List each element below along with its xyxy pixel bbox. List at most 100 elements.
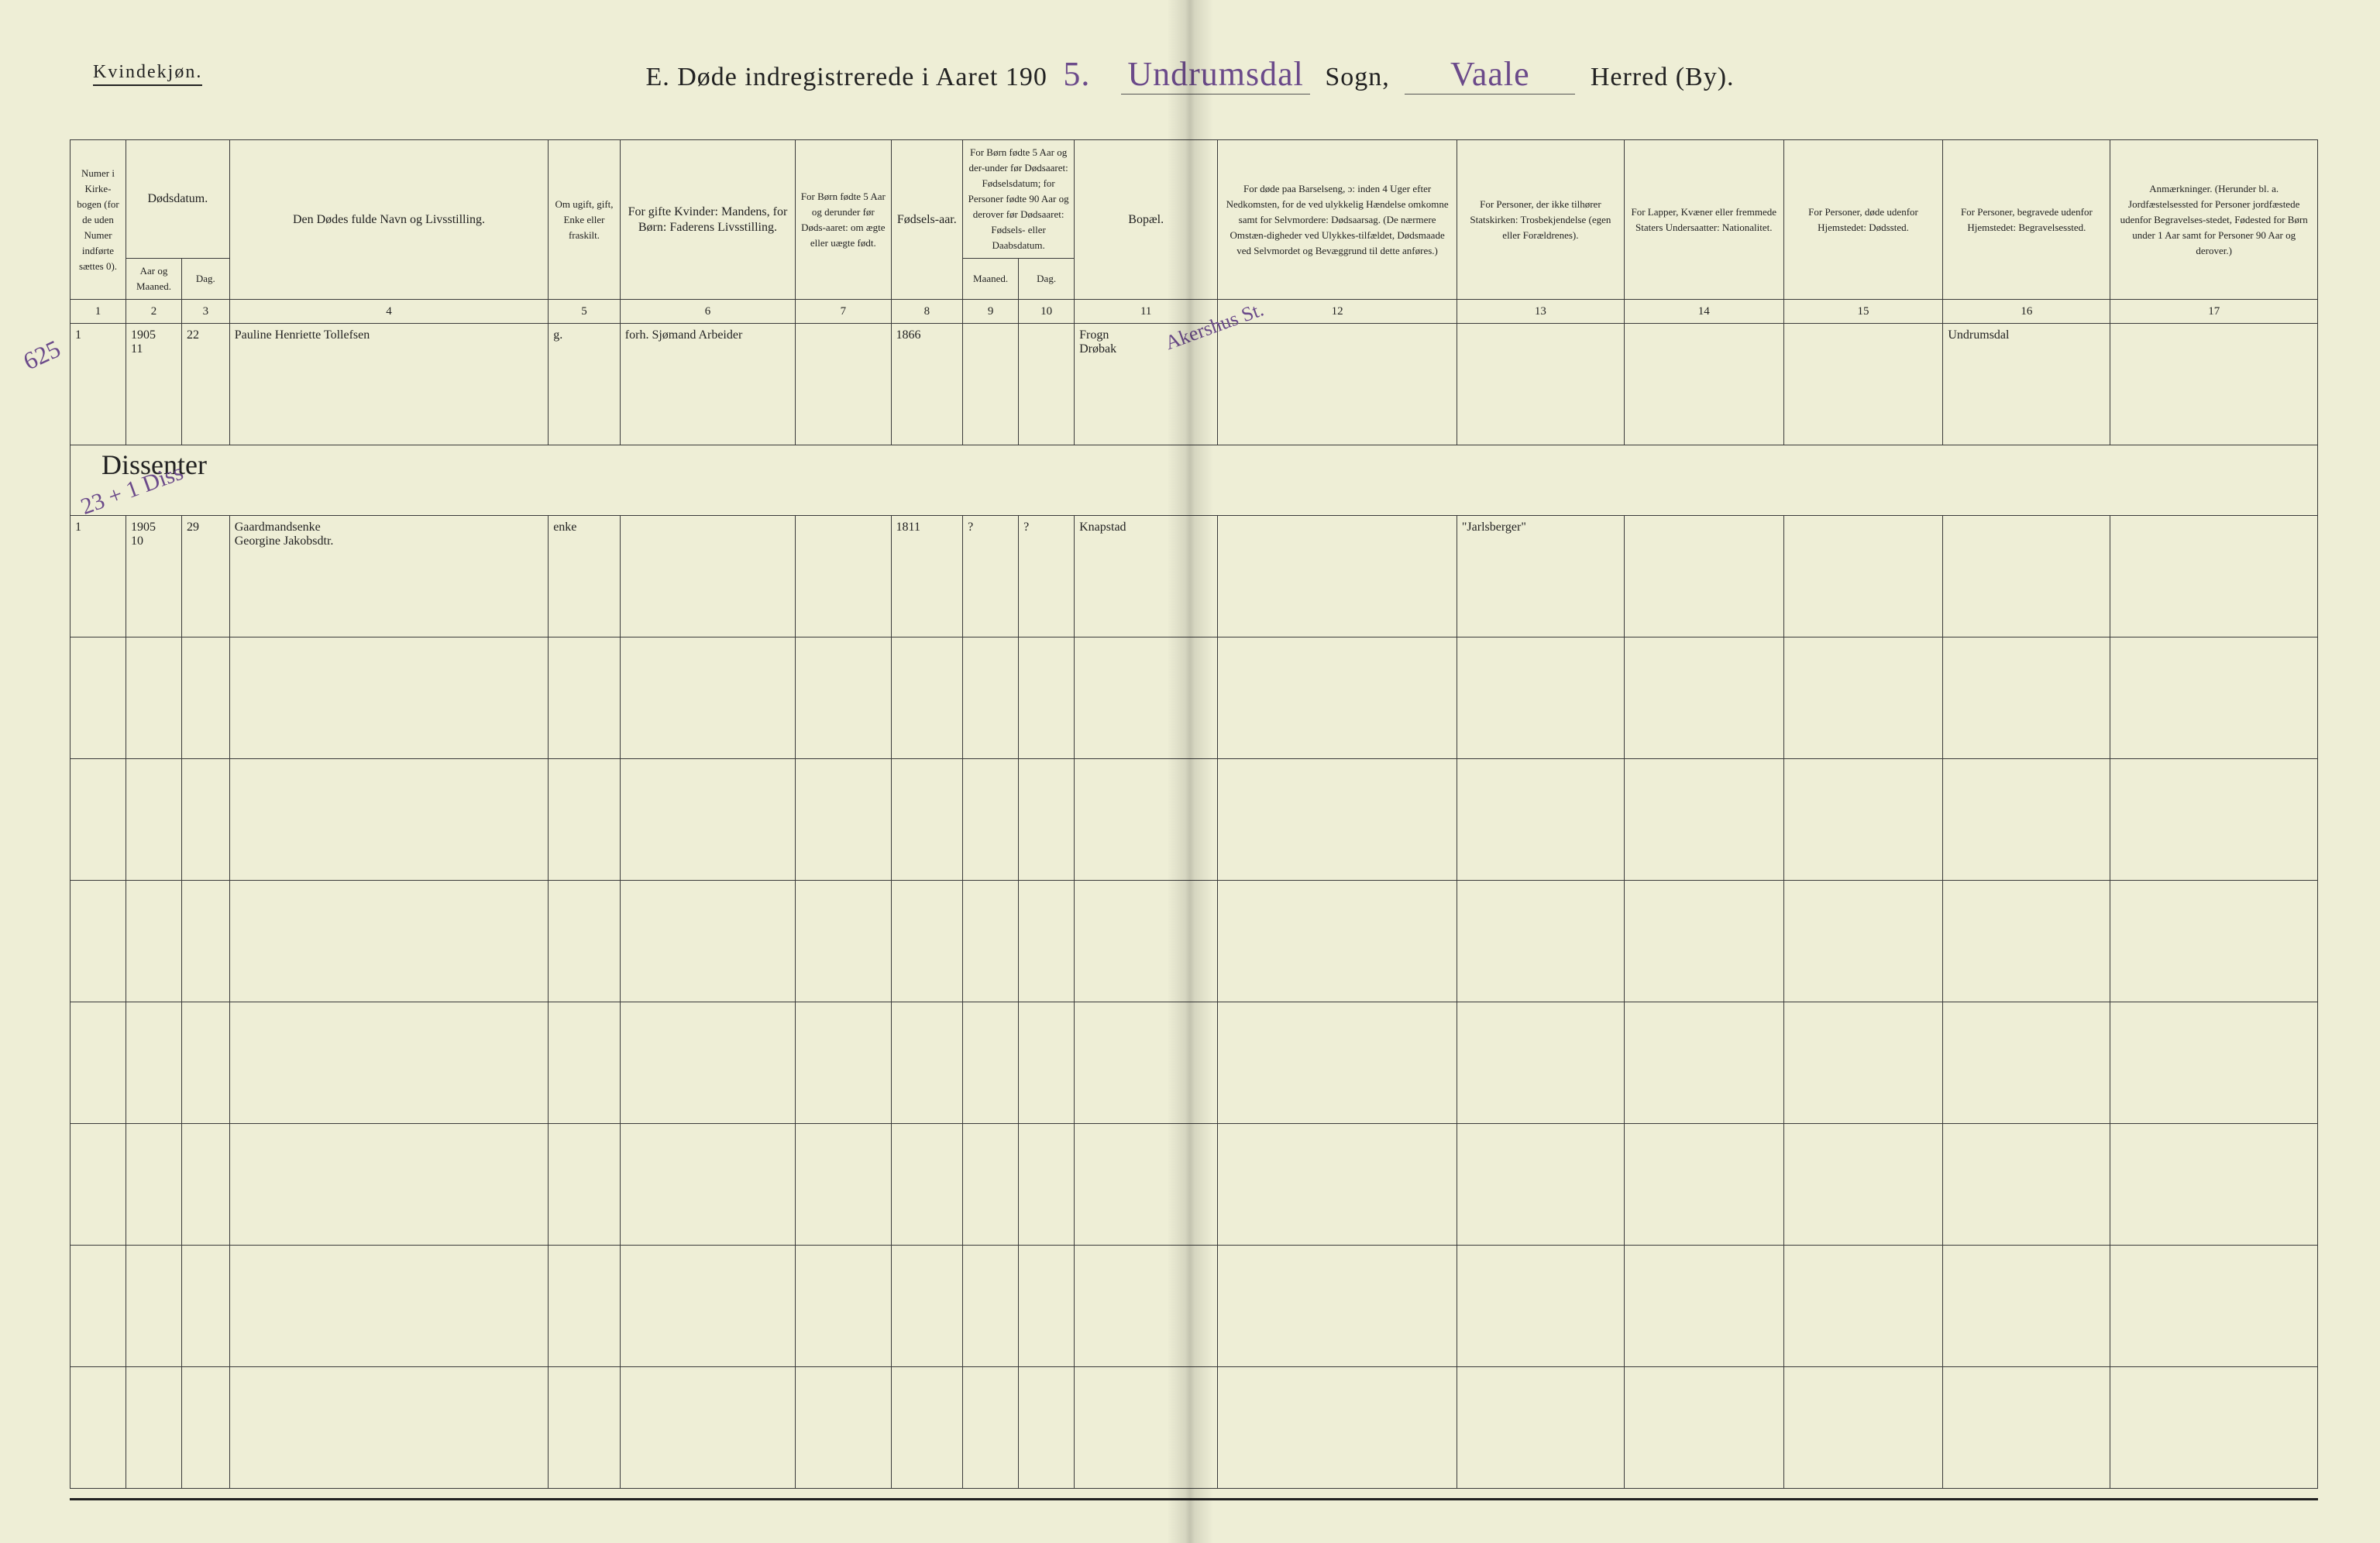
cell-empty xyxy=(963,881,1019,1002)
col-number: 5 xyxy=(549,300,621,324)
col-14-header: For Lapper, Kvæner eller fremmede Stater… xyxy=(1624,140,1783,300)
col-number: 11 xyxy=(1075,300,1218,324)
cell-empty xyxy=(1624,637,1783,759)
cell-birth-day xyxy=(1019,324,1075,445)
cell-empty xyxy=(1783,1123,1943,1245)
cell-birth-day: ? xyxy=(1019,516,1075,637)
cell-empty xyxy=(891,1002,963,1123)
cell-empty xyxy=(1218,637,1457,759)
cell-empty xyxy=(71,637,126,759)
cell-empty xyxy=(891,1245,963,1366)
cell-empty xyxy=(1943,1366,2110,1488)
col-number: 7 xyxy=(796,300,891,324)
cell-empty xyxy=(2110,1245,2318,1366)
cell-empty xyxy=(1218,1366,1457,1488)
col-number: 4 xyxy=(229,300,548,324)
cell-empty xyxy=(796,1366,891,1488)
cell-birth-month xyxy=(963,324,1019,445)
ledger-body: 119051122Pauline Henriette Tollefseng.fo… xyxy=(71,324,2318,1489)
col-number: 12 xyxy=(1218,300,1457,324)
cell-empty xyxy=(182,1245,230,1366)
cell-name: GaardmandsenkeGeorgine Jakobsdtr. xyxy=(229,516,548,637)
cell-empty xyxy=(1075,1002,1218,1123)
cell-deathplace xyxy=(1783,324,1943,445)
cell-empty xyxy=(620,637,795,759)
cell-empty xyxy=(1943,1245,2110,1366)
cell-empty xyxy=(2110,637,2318,759)
cell-empty xyxy=(620,759,795,881)
col-8-header: Fødsels-aar. xyxy=(891,140,963,300)
cell-empty xyxy=(1783,881,1943,1002)
cell-empty xyxy=(963,637,1019,759)
cell-civilstatus: g. xyxy=(549,324,621,445)
cell-empty xyxy=(229,1123,548,1245)
title-herred-label: Herred (By). xyxy=(1591,63,1735,91)
cell-faith xyxy=(1457,324,1624,445)
cell-empty xyxy=(796,881,891,1002)
cell-birthyear: 1811 xyxy=(891,516,963,637)
cell-empty xyxy=(1075,1123,1218,1245)
cell-empty xyxy=(229,881,548,1002)
col-number: 15 xyxy=(1783,300,1943,324)
cell-empty xyxy=(229,759,548,881)
bottom-rule xyxy=(70,1498,2318,1500)
cell-empty xyxy=(1019,1366,1075,1488)
table-row xyxy=(71,759,2318,881)
cell-empty xyxy=(796,1123,891,1245)
cell-empty xyxy=(1019,881,1075,1002)
cell-empty xyxy=(1075,1366,1218,1488)
cell-empty xyxy=(963,1002,1019,1123)
cell-empty xyxy=(891,1123,963,1245)
cell-empty xyxy=(1783,637,1943,759)
ledger-table-wrap: Numer i Kirke-bogen (for de uden Numer i… xyxy=(70,139,2318,1489)
col-16-header: For Personer, begravede udenfor Hjemsted… xyxy=(1943,140,2110,300)
cell-faith: "Jarlsberger" xyxy=(1457,516,1624,637)
cell-empty xyxy=(796,1002,891,1123)
col-3-header: Dag. xyxy=(182,259,230,300)
cell-empty xyxy=(126,1002,182,1123)
cell-empty xyxy=(1457,637,1624,759)
cell-empty xyxy=(1943,1002,2110,1123)
cell-empty xyxy=(1075,637,1218,759)
cell-empty xyxy=(1624,1245,1783,1366)
header-row-1: Numer i Kirke-bogen (for de uden Numer i… xyxy=(71,140,2318,259)
cell-empty xyxy=(126,637,182,759)
cell-empty xyxy=(126,759,182,881)
col-4-header: Den Dødes fulde Navn og Livsstilling. xyxy=(229,140,548,300)
cell-empty xyxy=(1943,1123,2110,1245)
column-number-row: 1234567891011121314151617 xyxy=(71,300,2318,324)
cell-num: 1 xyxy=(71,516,126,637)
col-number: 9 xyxy=(963,300,1019,324)
col-number: 10 xyxy=(1019,300,1075,324)
cell-name: Pauline Henriette Tollefsen xyxy=(229,324,548,445)
cell-empty xyxy=(71,759,126,881)
table-row xyxy=(71,881,2318,1002)
cell-empty xyxy=(891,881,963,1002)
cell-empty xyxy=(71,881,126,1002)
cell-empty xyxy=(1624,881,1783,1002)
col-11-header: Bopæl. xyxy=(1075,140,1218,300)
cell-burialplace xyxy=(1943,516,2110,637)
cell-empty xyxy=(1218,759,1457,881)
cell-empty xyxy=(182,1123,230,1245)
cell-spouse-occ xyxy=(620,516,795,637)
cell-empty xyxy=(963,1123,1019,1245)
table-row: 119051122Pauline Henriette Tollefseng.fo… xyxy=(71,324,2318,445)
cell-empty xyxy=(1019,1123,1075,1245)
cell-empty xyxy=(1457,1002,1624,1123)
col-6-header: For gifte Kvinder: Mandens, for Børn: Fa… xyxy=(620,140,795,300)
cell-empty xyxy=(891,637,963,759)
cell-empty xyxy=(1457,759,1624,881)
col-10-header: Dag. xyxy=(1019,259,1075,300)
cell-empty xyxy=(549,1245,621,1366)
cell-empty xyxy=(71,1123,126,1245)
margin-num-625: 625 xyxy=(19,335,64,376)
cell-birth-month: ? xyxy=(963,516,1019,637)
cell-empty xyxy=(126,881,182,1002)
cell-empty xyxy=(549,637,621,759)
col-number: 3 xyxy=(182,300,230,324)
cell-empty xyxy=(963,759,1019,881)
cell-empty xyxy=(1218,1123,1457,1245)
col-number: 17 xyxy=(2110,300,2318,324)
cell-empty xyxy=(126,1123,182,1245)
